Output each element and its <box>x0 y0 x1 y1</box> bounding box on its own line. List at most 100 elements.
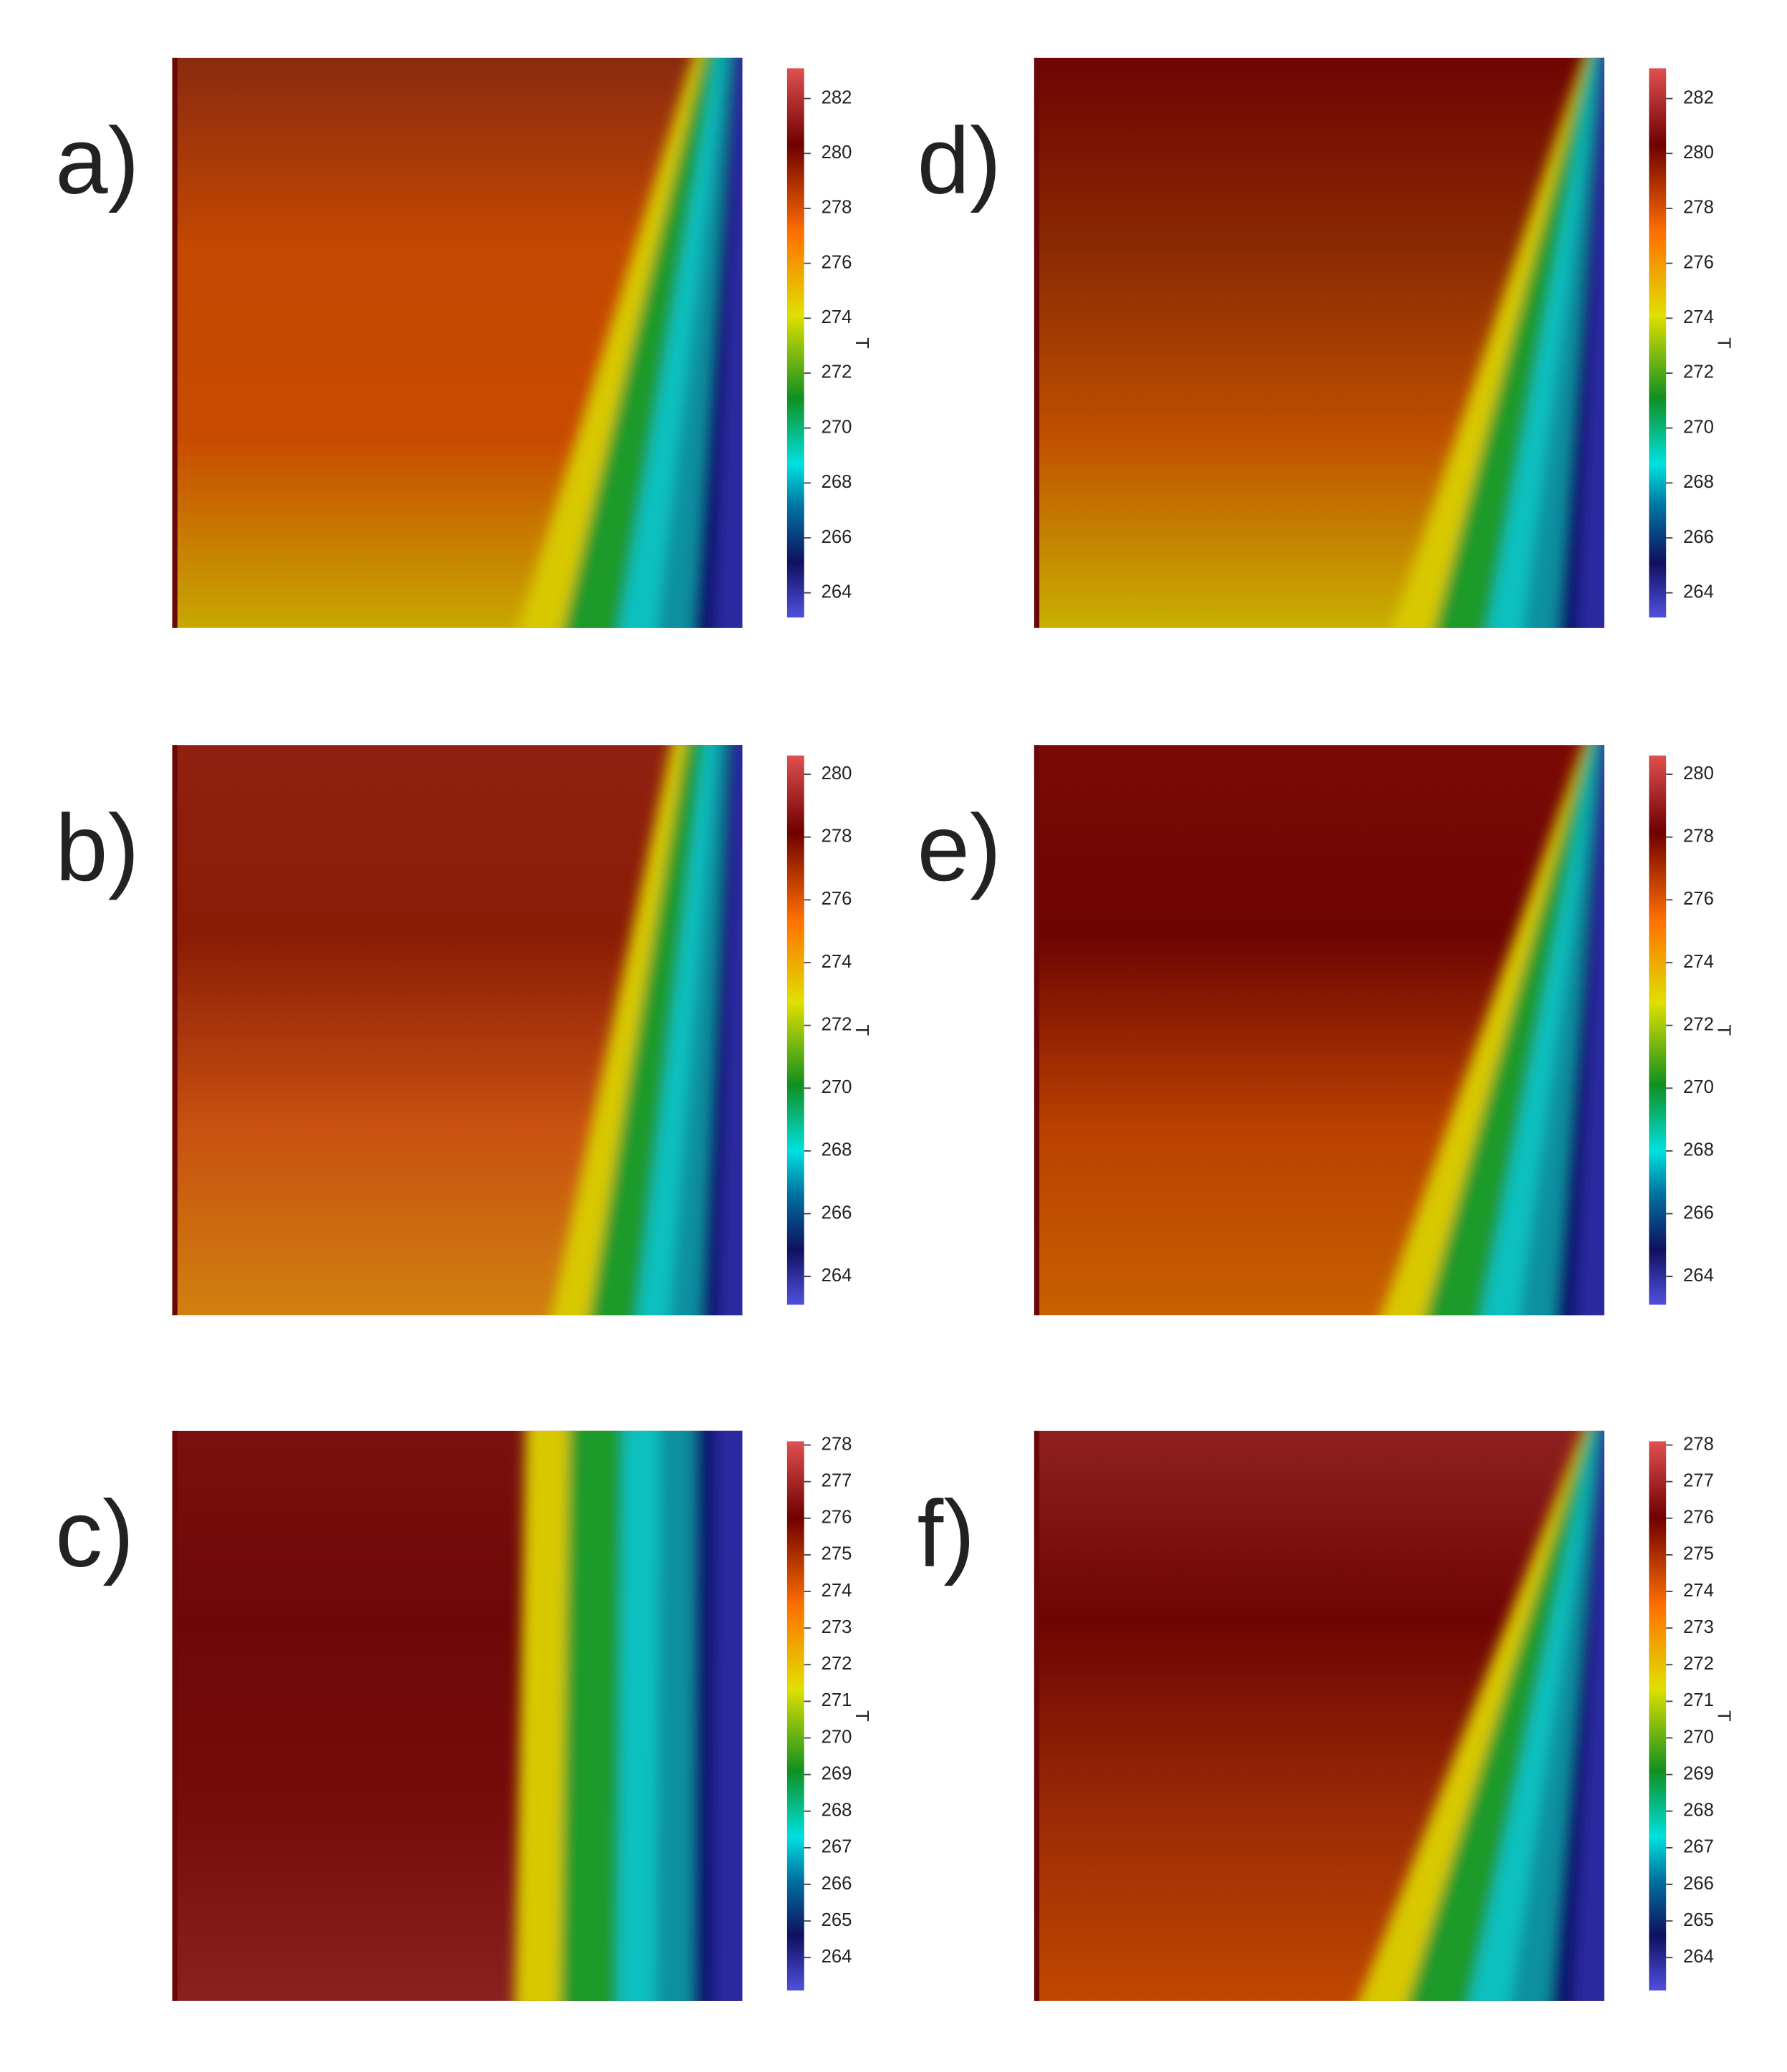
colorbar-title: T <box>1713 1024 1733 1036</box>
tick-label: 276 <box>1683 1508 1714 1528</box>
panel-label: d) <box>917 107 1001 213</box>
tick-label: 277 <box>822 1470 852 1490</box>
cold-front <box>514 1430 743 2001</box>
tick-label: 276 <box>1683 252 1714 272</box>
tick-label: 266 <box>1683 527 1714 547</box>
colorbar <box>786 1441 804 1991</box>
tick-label: 270 <box>822 1077 852 1097</box>
cold-band <box>719 745 743 1316</box>
panel-label: a) <box>55 107 139 213</box>
tick-label: 274 <box>822 952 852 972</box>
colorbar <box>1649 68 1667 618</box>
cold-band <box>715 57 743 628</box>
tick-label: 266 <box>1683 1203 1714 1223</box>
tick-label: 272 <box>1683 1654 1714 1674</box>
tick-label: 264 <box>1683 1266 1714 1286</box>
colorbar <box>786 68 804 618</box>
temperature-field <box>1034 57 1604 628</box>
temperature-field <box>1034 745 1604 1316</box>
tick-label: 269 <box>822 1763 852 1783</box>
wall <box>172 1430 178 2001</box>
tick-label: 282 <box>1683 87 1714 107</box>
tick-label: 274 <box>1683 1581 1714 1601</box>
tick-label: 273 <box>1683 1617 1714 1637</box>
tick-label: 268 <box>1683 1801 1714 1821</box>
temperature-field <box>1034 1430 1604 2001</box>
tick-label: 277 <box>1683 1470 1714 1490</box>
cold-front <box>1358 1430 1604 2001</box>
tick-label: 270 <box>822 417 852 437</box>
tick-label: 280 <box>822 143 852 163</box>
cold-band <box>1574 1430 1604 2001</box>
tick-label: 271 <box>822 1690 852 1710</box>
tick-label: 278 <box>822 827 852 847</box>
tick-label: 278 <box>822 198 852 218</box>
tick-label: 282 <box>822 87 852 107</box>
tick-label: 267 <box>1683 1837 1714 1857</box>
tick-label: 268 <box>822 1140 852 1160</box>
tick-label: 264 <box>1683 1947 1714 1967</box>
panel-label: f) <box>917 1480 976 1586</box>
tick-label: 268 <box>822 1801 852 1821</box>
tick-label: 268 <box>1683 472 1714 492</box>
tick-label: 266 <box>822 527 852 547</box>
tick-label: 280 <box>1683 763 1714 784</box>
tick-label: 272 <box>1683 362 1714 382</box>
tick-label: 266 <box>1683 1874 1714 1894</box>
tick-label: 270 <box>1683 417 1714 437</box>
tick-label: 275 <box>822 1544 852 1564</box>
colorbar <box>1649 1441 1667 1991</box>
colorbar <box>1649 755 1667 1305</box>
tick-label: 276 <box>822 889 852 909</box>
tick-label: 276 <box>1683 889 1714 909</box>
tick-label: 264 <box>822 1947 852 1967</box>
cold-front <box>518 57 743 628</box>
tick-label: 268 <box>1683 1140 1714 1160</box>
tick-label: 265 <box>822 1910 852 1930</box>
cold-front <box>551 745 743 1316</box>
tick-label: 270 <box>1683 1077 1714 1097</box>
tick-label: 278 <box>822 1434 852 1454</box>
tick-label: 273 <box>822 1617 852 1637</box>
colorbar-title: T <box>852 1710 872 1722</box>
tick-label: 270 <box>1683 1727 1714 1747</box>
tick-label: 264 <box>1683 582 1714 602</box>
tick-label: 278 <box>1683 827 1714 847</box>
cold-front <box>1392 57 1604 628</box>
cold-front <box>1380 745 1604 1316</box>
tick-label: 274 <box>822 1581 852 1601</box>
tick-label: 278 <box>1683 198 1714 218</box>
tick-label: 272 <box>822 1014 852 1034</box>
temperature-field <box>172 1430 743 2001</box>
wall <box>1034 745 1040 1316</box>
tick-label: 280 <box>1683 143 1714 163</box>
temperature-field <box>172 57 743 628</box>
tick-label: 270 <box>822 1727 852 1747</box>
tick-label: 264 <box>822 582 852 602</box>
wall <box>1034 1430 1040 2001</box>
tick-label: 275 <box>1683 1544 1714 1564</box>
colorbar-title: T <box>1713 337 1733 349</box>
wall <box>172 745 178 1316</box>
tick-label: 266 <box>822 1874 852 1894</box>
colorbar-title: T <box>1713 1710 1733 1722</box>
colorbar-title: T <box>852 337 872 349</box>
tick-label: 265 <box>1683 1910 1714 1930</box>
panel-label: e) <box>917 794 1001 900</box>
cold-band <box>1577 745 1604 1316</box>
cold-band <box>715 1430 743 2001</box>
temperature-field <box>172 745 743 1316</box>
tick-label: 274 <box>822 307 852 327</box>
tick-label: 267 <box>822 1837 852 1857</box>
tick-label: 269 <box>1683 1763 1714 1783</box>
tick-label: 272 <box>822 1654 852 1674</box>
colorbar <box>786 755 804 1305</box>
tick-label: 278 <box>1683 1434 1714 1454</box>
tick-label: 276 <box>822 252 852 272</box>
tick-label: 272 <box>822 362 852 382</box>
colorbar-title: T <box>852 1024 872 1036</box>
tick-label: 274 <box>1683 307 1714 327</box>
panel-label: b) <box>55 794 139 900</box>
tick-label: 271 <box>1683 1690 1714 1710</box>
